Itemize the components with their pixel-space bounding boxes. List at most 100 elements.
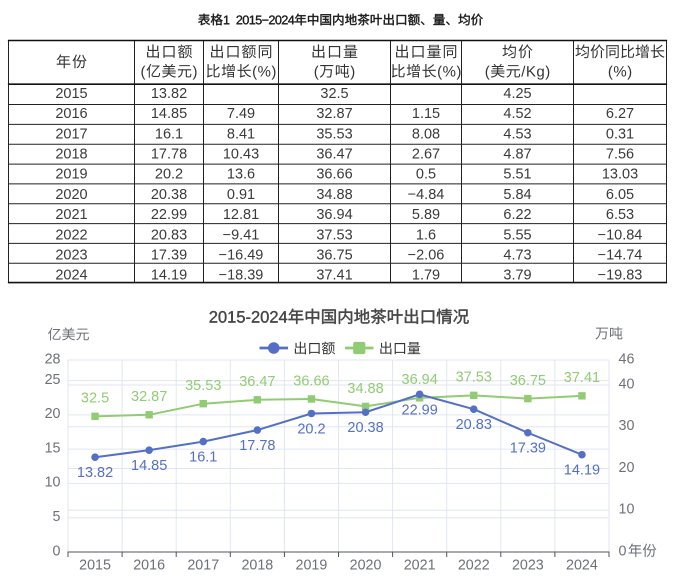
svg-text:14.85: 14.85 (151, 106, 187, 122)
svg-text:10.43: 10.43 (223, 146, 259, 162)
svg-text:0.31: 0.31 (606, 126, 634, 142)
svg-text:0.5: 0.5 (416, 167, 436, 183)
svg-text:2023: 2023 (55, 247, 87, 263)
svg-text:4.53: 4.53 (503, 126, 531, 142)
svg-text:−19.83: −19.83 (598, 268, 643, 284)
svg-text:0.91: 0.91 (227, 187, 255, 203)
svg-text:2021: 2021 (404, 557, 436, 573)
svg-text:37.41: 37.41 (564, 370, 600, 386)
svg-text:25: 25 (45, 372, 61, 388)
svg-text:2020: 2020 (55, 187, 87, 203)
svg-text:20.83: 20.83 (151, 227, 187, 243)
svg-text:2.67: 2.67 (412, 146, 440, 162)
svg-text:30: 30 (619, 418, 635, 434)
svg-text:2015: 2015 (55, 86, 87, 102)
svg-text:17.39: 17.39 (151, 247, 187, 263)
svg-text:20: 20 (619, 460, 635, 476)
svg-text:4.73: 4.73 (503, 247, 531, 263)
svg-text:14.85: 14.85 (131, 458, 167, 474)
svg-text:6.27: 6.27 (606, 106, 634, 122)
svg-text:20.38: 20.38 (347, 420, 383, 436)
svg-text:32.87: 32.87 (316, 106, 352, 122)
svg-text:2017: 2017 (187, 557, 219, 573)
svg-text:35.53: 35.53 (316, 126, 352, 142)
svg-text:2019: 2019 (55, 167, 87, 183)
svg-text:36.66: 36.66 (293, 373, 329, 389)
svg-text:2023: 2023 (512, 557, 544, 573)
svg-text:5.55: 5.55 (503, 227, 531, 243)
svg-text:6.05: 6.05 (606, 187, 634, 203)
svg-text:46: 46 (619, 351, 635, 367)
svg-text:1.79: 1.79 (412, 268, 440, 284)
svg-text:36.66: 36.66 (316, 167, 352, 183)
svg-text:35.53: 35.53 (185, 378, 221, 394)
svg-text:36.47: 36.47 (239, 374, 275, 390)
svg-text:22.99: 22.99 (151, 207, 187, 223)
svg-text:36.47: 36.47 (316, 146, 352, 162)
svg-text:20.83: 20.83 (456, 417, 492, 433)
svg-text:40: 40 (619, 376, 635, 392)
svg-text:15: 15 (45, 440, 61, 456)
svg-text:22.99: 22.99 (402, 402, 438, 418)
svg-text:−14.74: −14.74 (598, 247, 643, 263)
svg-text:2017: 2017 (55, 126, 87, 142)
svg-text:1.6: 1.6 (416, 227, 436, 243)
svg-text:2021: 2021 (55, 207, 87, 223)
svg-text:−16.49: −16.49 (219, 247, 264, 263)
svg-text:6.53: 6.53 (606, 207, 634, 223)
svg-text:5.84: 5.84 (503, 187, 531, 203)
svg-text:10: 10 (619, 502, 635, 518)
svg-text:32.5: 32.5 (320, 86, 348, 102)
svg-text:32.5: 32.5 (81, 391, 109, 407)
svg-text:10: 10 (45, 475, 61, 491)
svg-text:2024: 2024 (566, 557, 598, 573)
svg-text:37.41: 37.41 (316, 268, 352, 284)
svg-text:−4.84: −4.84 (408, 187, 445, 203)
svg-text:6.22: 6.22 (503, 207, 531, 223)
svg-text:−10.84: −10.84 (598, 227, 643, 243)
svg-text:28: 28 (45, 351, 61, 367)
svg-text:−18.39: −18.39 (219, 268, 264, 284)
svg-text:32.87: 32.87 (131, 389, 167, 405)
svg-text:5.89: 5.89 (412, 207, 440, 223)
svg-text:16.1: 16.1 (155, 126, 183, 142)
svg-text:4.25: 4.25 (503, 86, 531, 102)
svg-text:2024: 2024 (55, 268, 87, 284)
svg-text:13.82: 13.82 (77, 465, 113, 481)
svg-text:17.39: 17.39 (510, 441, 546, 457)
svg-text:12.81: 12.81 (223, 207, 259, 223)
svg-text:17.78: 17.78 (239, 438, 275, 454)
svg-text:16.1: 16.1 (189, 450, 217, 466)
svg-text:34.88: 34.88 (347, 381, 383, 397)
svg-text:20: 20 (45, 406, 61, 422)
svg-text:2016: 2016 (133, 557, 165, 573)
svg-text:36.75: 36.75 (316, 247, 352, 263)
svg-text:2018: 2018 (241, 557, 273, 573)
svg-text:2018: 2018 (55, 146, 87, 162)
svg-text:8.41: 8.41 (227, 126, 255, 142)
svg-text:20.2: 20.2 (155, 167, 183, 183)
svg-text:2022: 2022 (458, 557, 490, 573)
svg-text:2022: 2022 (55, 227, 87, 243)
svg-text:36.94: 36.94 (402, 372, 438, 388)
svg-text:13.6: 13.6 (227, 167, 255, 183)
svg-text:5: 5 (53, 509, 61, 525)
svg-text:36.94: 36.94 (316, 207, 352, 223)
svg-text:7.49: 7.49 (227, 106, 255, 122)
svg-text:34.88: 34.88 (316, 187, 352, 203)
svg-text:13.82: 13.82 (151, 86, 187, 102)
svg-text:7.56: 7.56 (606, 146, 634, 162)
svg-text:8.08: 8.08 (412, 126, 440, 142)
svg-text:2020: 2020 (350, 557, 382, 573)
svg-text:−2.06: −2.06 (408, 247, 445, 263)
svg-text:4.87: 4.87 (503, 146, 531, 162)
svg-text:20.38: 20.38 (151, 187, 187, 203)
svg-text:3.79: 3.79 (503, 268, 531, 284)
svg-text:14.19: 14.19 (151, 268, 187, 284)
svg-text:0: 0 (619, 543, 627, 559)
svg-text:20.2: 20.2 (297, 421, 325, 437)
svg-text:1.15: 1.15 (412, 106, 440, 122)
svg-text:13.03: 13.03 (602, 167, 638, 183)
svg-text:37.53: 37.53 (316, 227, 352, 243)
svg-text:36.75: 36.75 (510, 373, 546, 389)
